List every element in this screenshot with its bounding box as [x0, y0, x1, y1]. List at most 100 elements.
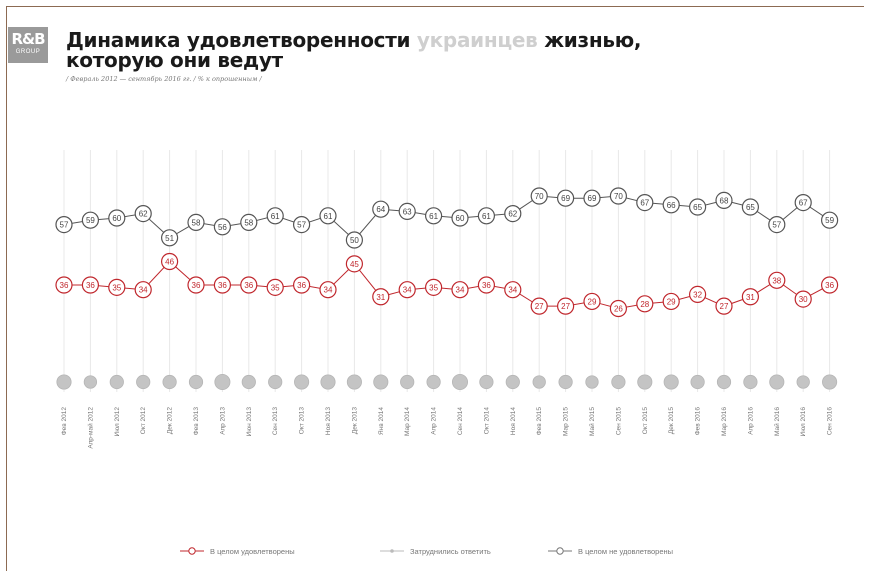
no-answer-point — [637, 374, 653, 390]
x-tick-label: Дек 2013 — [351, 407, 358, 435]
satisfied-line — [64, 260, 830, 310]
x-tick-label: Сен 2015 — [615, 407, 622, 436]
satisfied-point — [451, 281, 469, 299]
satisfied-data-label: 34 — [139, 286, 148, 295]
not-satisfied-point — [345, 231, 363, 249]
satisfied-point — [556, 297, 575, 315]
x-tick-label: Апр 2013 — [219, 407, 226, 435]
satisfied-point — [81, 276, 100, 294]
not-satisfied-point — [451, 209, 469, 227]
x-tick-label: Фев 2012 — [61, 407, 68, 436]
x-tick-label: Окт 2013 — [299, 407, 306, 435]
not-satisfied-point — [609, 187, 628, 205]
legend-label: В целом не удовлетворены — [578, 547, 673, 556]
satisfied-point — [715, 297, 733, 315]
not-satisfied-point — [134, 205, 152, 223]
x-tick-label: Окт 2012 — [140, 407, 147, 435]
not-satisfied-point — [530, 187, 548, 205]
x-tick-label: Июн 2013 — [246, 407, 253, 437]
not-satisfied-point — [266, 207, 284, 225]
not-satisfied-data-label: 59 — [86, 216, 95, 225]
no-answer-point — [822, 374, 838, 390]
frame-border — [6, 6, 864, 571]
satisfied-data-label: 35 — [112, 283, 121, 292]
no-answer-point — [743, 374, 758, 390]
satisfied-point — [636, 295, 654, 313]
title-highlight: украинцев — [416, 28, 538, 52]
satisfied-point — [477, 276, 495, 294]
satisfied-data-label: 35 — [429, 283, 438, 292]
not-satisfied-data-label: 68 — [720, 196, 729, 205]
satisfied-data-label: 36 — [825, 281, 834, 290]
x-tick-label: Апр 2016 — [747, 407, 754, 435]
satisfied-point — [55, 276, 73, 294]
satisfied-point — [372, 288, 390, 306]
chart-title: Динамика удовлетворенности украинцев жиз… — [66, 30, 641, 70]
not-satisfied-data-label: 58 — [192, 218, 201, 227]
no-answer-point — [716, 374, 732, 390]
x-tick-label: Мар 2014 — [404, 407, 411, 436]
no-answer-point — [320, 374, 336, 390]
satisfied-data-label: 28 — [640, 300, 649, 309]
no-answer-point — [505, 374, 520, 390]
no-answer-point — [400, 374, 415, 390]
not-satisfied-data-label: 65 — [746, 203, 755, 212]
satisfied-point — [187, 276, 205, 294]
not-satisfied-point — [768, 216, 786, 234]
satisfied-data-label: 34 — [324, 286, 333, 295]
not-satisfied-data-label: 60 — [456, 214, 465, 223]
legend-marker — [556, 547, 564, 555]
no-answer-point — [532, 375, 546, 389]
not-satisfied-point — [81, 211, 100, 229]
no-answer-point — [451, 373, 468, 390]
logo-subtext: GROUP — [15, 49, 41, 55]
x-tick-label: Ноя 2014 — [510, 407, 517, 435]
satisfied-point — [794, 290, 812, 308]
not-satisfied-point — [715, 191, 733, 209]
title-part-2: жизнью, — [544, 28, 642, 52]
not-satisfied-data-label: 51 — [165, 234, 174, 243]
not-satisfied-point — [372, 200, 390, 218]
not-satisfied-data-label: 61 — [429, 212, 438, 221]
satisfied-point — [609, 299, 628, 318]
not-satisfied-data-label: 69 — [561, 194, 570, 203]
not-satisfied-point — [319, 207, 337, 225]
x-tick-label: Сен 2013 — [272, 407, 279, 436]
chart-subtitle: / Февраль 2012 — сентябрь 2016 гг. / % к… — [66, 75, 262, 83]
x-tick-label: Фев 2016 — [695, 407, 702, 436]
no-answer-point — [241, 374, 256, 390]
company-logo: R&B GROUP — [8, 27, 48, 63]
satisfied-data-label: 30 — [799, 295, 808, 304]
not-satisfied-point — [240, 213, 258, 231]
not-satisfied-point — [293, 216, 311, 234]
x-tick-label: Ноя 2013 — [325, 407, 332, 435]
satisfied-point — [398, 281, 416, 299]
no-answer-point — [294, 374, 310, 390]
not-satisfied-point — [55, 216, 73, 234]
no-answer-point — [162, 374, 177, 390]
not-satisfied-data-label: 61 — [324, 212, 333, 221]
no-answer-point — [373, 374, 389, 390]
satisfied-data-label: 31 — [746, 293, 755, 302]
x-tick-label: Фев 2013 — [193, 407, 200, 436]
not-satisfied-point — [504, 205, 522, 223]
x-tick-label: Май 2016 — [773, 407, 781, 436]
x-tick-label: Июл 2016 — [800, 407, 807, 437]
not-satisfied-data-label: 65 — [693, 203, 702, 212]
satisfied-point — [688, 285, 707, 303]
x-tick-label: Окт 2014 — [483, 407, 490, 435]
satisfied-data-label: 36 — [218, 281, 227, 290]
title-part-1: Динамика удовлетворенности — [66, 28, 411, 52]
satisfied-point — [345, 255, 363, 273]
legend-marker — [390, 549, 394, 553]
not-satisfied-point — [556, 189, 575, 207]
no-answer-point — [56, 374, 72, 390]
no-answer-point — [346, 374, 362, 390]
x-tick-label: Сен 2014 — [457, 407, 464, 436]
satisfied-data-label: 32 — [693, 290, 702, 299]
no-answer-point — [558, 374, 573, 390]
not-satisfied-data-label: 69 — [588, 194, 597, 203]
satisfied-point — [504, 281, 522, 299]
no-answer-point — [426, 374, 441, 390]
